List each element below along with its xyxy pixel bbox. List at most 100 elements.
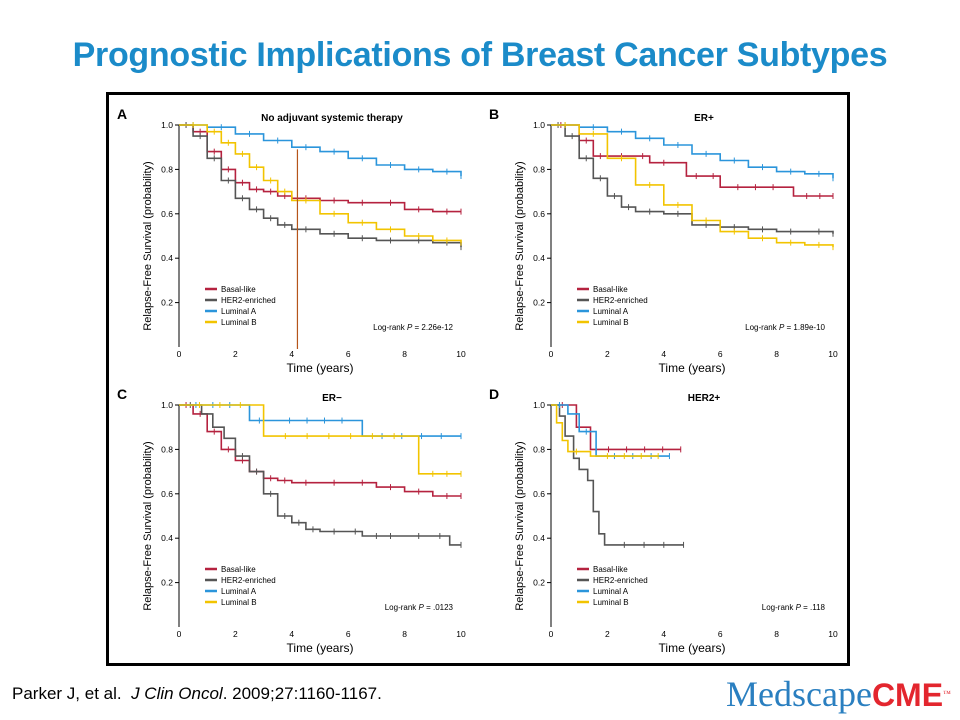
y-tick-label: 1.0 [161, 120, 173, 130]
citation-authors: Parker J, et al. [12, 684, 122, 703]
y-axis-label: Relapse-Free Survival (probability) [514, 161, 526, 330]
panel-letter: B [489, 106, 499, 122]
logo-tm: ™ [943, 689, 951, 698]
y-tick-label: 0.4 [161, 533, 173, 543]
logrank-annotation: Log-rank P = 2.26e-12 [373, 323, 453, 332]
chart-c: C ER− 0.2 0.4 0.6 0.8 1.0 0 2 4 6 8 10 Time (years) Re… [117, 386, 466, 655]
y-axis-label: Relapse-Free Survival (probability) [142, 441, 154, 610]
x-tick-label: 0 [177, 349, 182, 359]
y-tick-label: 0.8 [533, 444, 545, 454]
x-tick-label: 4 [661, 629, 666, 639]
citation-rest: . 2009;27:1160-1167. [222, 684, 382, 703]
panel-letter: D [489, 386, 499, 402]
series-line-luminal-b [551, 404, 659, 457]
x-tick-label: 2 [233, 349, 238, 359]
panel-letter: C [117, 386, 127, 402]
chart-title: HER2+ [688, 393, 721, 404]
legend-label-luminal-a: Luminal A [593, 307, 629, 316]
legend-label-luminal-a: Luminal A [221, 307, 257, 316]
chart-b: B ER+ 0.2 0.4 0.6 0.8 1.0 0 2 4 6 8 10 Time (years) Re… [489, 106, 838, 375]
panel-c: C ER− 0.2 0.4 0.6 0.8 1.0 0 2 4 6 8 10 Time (years) Re… [109, 375, 481, 655]
series-line-her2-enriched [551, 404, 684, 546]
logrank-value: = .0123 [424, 603, 454, 612]
logrank-value: = 2.26e-12 [412, 323, 453, 332]
logrank-value: = .118 [801, 603, 826, 612]
x-tick-label: 6 [346, 629, 351, 639]
legend-label-luminal-a: Luminal A [593, 587, 629, 596]
y-tick-label: 0.6 [161, 489, 173, 499]
x-tick-label: 10 [828, 629, 838, 639]
logo-cme-text: CME [871, 677, 944, 713]
y-tick-label: 0.8 [161, 444, 173, 454]
series-line-her2-enriched [179, 404, 461, 546]
y-axis-label: Relapse-Free Survival (probability) [142, 161, 154, 330]
logrank-p: P [779, 323, 785, 332]
legend-label-basal-like: Basal-like [221, 285, 256, 294]
chart-d: D HER2+ 0.2 0.4 0.6 0.8 1.0 0 2 4 6 8 10 Time (years)… [489, 386, 838, 655]
series-line-luminal-a [551, 404, 670, 457]
x-axis-label: Time (years) [287, 361, 354, 375]
y-tick-label: 0.2 [161, 578, 173, 588]
x-tick-label: 0 [549, 349, 554, 359]
citation: Parker J, et al. J Clin Oncol. 2009;27:1… [12, 684, 382, 704]
logrank-prefix: Log-rank [762, 603, 796, 612]
x-tick-label: 8 [774, 629, 779, 639]
series-line-luminal-b [179, 124, 462, 243]
y-tick-label: 0.6 [533, 209, 545, 219]
y-tick-label: 1.0 [161, 400, 173, 410]
logrank-prefix: Log-rank [745, 323, 779, 332]
x-tick-label: 2 [605, 629, 610, 639]
y-tick-label: 0.6 [533, 489, 545, 499]
series-line-luminal-b [551, 124, 834, 248]
x-tick-label: 6 [346, 349, 351, 359]
logrank-prefix: Log-rank [385, 603, 419, 612]
y-axis-label: Relapse-Free Survival (probability) [514, 441, 526, 610]
chart-title: ER+ [694, 113, 714, 124]
x-axis-label: Time (years) [659, 641, 726, 655]
legend-label-her2-enriched: HER2-enriched [593, 296, 648, 305]
legend-label-luminal-b: Luminal B [221, 598, 257, 607]
slide-title: Prognostic Implications of Breast Cancer… [72, 36, 888, 74]
y-tick-label: 0.8 [161, 164, 173, 174]
chart-a: A No adjuvant systemic therapy 0.2 0.4 0.6 0.… [117, 106, 466, 375]
logrank-p: P [407, 323, 413, 332]
x-tick-label: 6 [718, 629, 723, 639]
series-line-basal-like [551, 404, 681, 451]
logrank-annotation: Log-rank P = 1.89e-10 [745, 323, 825, 332]
citation-journal: J Clin Oncol [131, 684, 223, 703]
y-tick-label: 0.4 [161, 253, 173, 263]
medscape-cme-logo: MedscapeCME™ [726, 672, 951, 717]
x-tick-label: 2 [233, 629, 238, 639]
legend-label-luminal-b: Luminal B [593, 318, 629, 327]
y-tick-label: 0.2 [533, 298, 545, 308]
y-tick-label: 0.8 [533, 164, 545, 174]
y-tick-label: 0.4 [533, 533, 545, 543]
x-tick-label: 2 [605, 349, 610, 359]
logrank-p: P [796, 603, 802, 612]
legend-label-luminal-b: Luminal B [221, 318, 257, 327]
x-tick-label: 10 [456, 349, 466, 359]
x-tick-label: 8 [402, 629, 407, 639]
logrank-prefix: Log-rank [373, 323, 407, 332]
x-tick-label: 8 [402, 349, 407, 359]
x-tick-label: 4 [289, 629, 294, 639]
x-tick-label: 4 [289, 349, 294, 359]
y-tick-label: 1.0 [533, 400, 545, 410]
series-line-luminal-a [551, 124, 834, 179]
logrank-value: = 1.89e-10 [784, 323, 825, 332]
legend-label-basal-like: Basal-like [221, 565, 256, 574]
legend-label-her2-enriched: HER2-enriched [221, 296, 276, 305]
x-tick-label: 10 [828, 349, 838, 359]
series-line-luminal-b [179, 404, 461, 475]
x-axis-label: Time (years) [287, 641, 354, 655]
panel-b: B ER+ 0.2 0.4 0.6 0.8 1.0 0 2 4 6 8 10 Time (years) Re… [481, 95, 853, 375]
x-tick-label: 8 [774, 349, 779, 359]
x-tick-label: 0 [549, 629, 554, 639]
logrank-p: P [419, 603, 425, 612]
km-figure: A No adjuvant systemic therapy 0.2 0.4 0.6 0.… [106, 92, 850, 666]
y-tick-label: 0.4 [533, 253, 545, 263]
y-tick-label: 1.0 [533, 120, 545, 130]
panel-d: D HER2+ 0.2 0.4 0.6 0.8 1.0 0 2 4 6 8 10 Time (years)… [481, 375, 853, 655]
panel-a: A No adjuvant systemic therapy 0.2 0.4 0.6 0.… [109, 95, 481, 375]
y-tick-label: 0.2 [533, 578, 545, 588]
